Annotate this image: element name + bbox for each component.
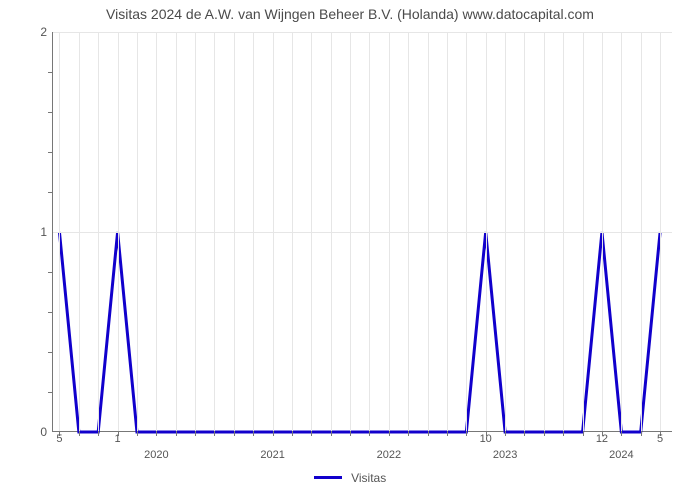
chart-title: Visitas 2024 de A.W. van Wijngen Beheer … bbox=[0, 6, 700, 22]
grid-line-v bbox=[486, 32, 487, 431]
grid-line-v bbox=[389, 32, 390, 431]
point-value-label: 1 bbox=[115, 431, 121, 445]
series-line bbox=[59, 232, 660, 432]
grid-line-h bbox=[53, 232, 672, 233]
xtick-mark bbox=[447, 431, 448, 436]
legend-swatch bbox=[314, 476, 342, 479]
grid-line-v bbox=[59, 32, 60, 431]
legend-label: Visitas bbox=[351, 471, 386, 485]
grid-line-v bbox=[137, 32, 138, 431]
grid-line-v bbox=[156, 32, 157, 431]
grid-line-v bbox=[98, 32, 99, 431]
grid-line-v bbox=[544, 32, 545, 431]
ytick-minor bbox=[48, 152, 53, 153]
xtick-mark bbox=[156, 431, 157, 436]
grid-line-v bbox=[214, 32, 215, 431]
y-tick-label: 0 bbox=[40, 425, 53, 439]
grid-line-v bbox=[273, 32, 274, 431]
ytick-minor bbox=[48, 192, 53, 193]
grid-line-v bbox=[428, 32, 429, 431]
xtick-mark bbox=[466, 431, 467, 436]
grid-line-v bbox=[505, 32, 506, 431]
y-tick-label: 1 bbox=[40, 225, 53, 239]
grid-line-v bbox=[408, 32, 409, 431]
grid-line-v bbox=[583, 32, 584, 431]
xtick-mark bbox=[350, 431, 351, 436]
grid-line-v bbox=[524, 32, 525, 431]
grid-line-v bbox=[660, 32, 661, 431]
xtick-mark bbox=[408, 431, 409, 436]
y-tick-label: 2 bbox=[40, 25, 53, 39]
grid-line-v bbox=[369, 32, 370, 431]
grid-line-v bbox=[292, 32, 293, 431]
grid-line-v bbox=[234, 32, 235, 431]
xtick-mark bbox=[563, 431, 564, 436]
grid-line-v bbox=[176, 32, 177, 431]
grid-line-v bbox=[195, 32, 196, 431]
grid-line-v bbox=[79, 32, 80, 431]
xtick-mark bbox=[98, 431, 99, 436]
xtick-mark bbox=[583, 431, 584, 436]
xtick-mark bbox=[253, 431, 254, 436]
grid-line-v bbox=[350, 32, 351, 431]
xtick-mark bbox=[389, 431, 390, 436]
xtick-mark bbox=[331, 431, 332, 436]
ytick-minor bbox=[48, 272, 53, 273]
grid-line-v bbox=[311, 32, 312, 431]
xtick-mark bbox=[544, 431, 545, 436]
legend: Visitas bbox=[0, 470, 700, 485]
point-value-label: 5 bbox=[657, 431, 663, 445]
point-value-label: 5 bbox=[56, 431, 62, 445]
xtick-mark bbox=[505, 431, 506, 436]
grid-line-v bbox=[331, 32, 332, 431]
grid-line-v bbox=[466, 32, 467, 431]
plot-area: 012202020212022202320245110125 bbox=[52, 32, 672, 432]
xtick-mark bbox=[428, 431, 429, 436]
xtick-mark bbox=[234, 431, 235, 436]
grid-line-v bbox=[253, 32, 254, 431]
ytick-minor bbox=[48, 112, 53, 113]
xtick-mark bbox=[214, 431, 215, 436]
xtick-mark bbox=[292, 431, 293, 436]
grid-line-v bbox=[602, 32, 603, 431]
grid-line-v bbox=[641, 32, 642, 431]
ytick-minor bbox=[48, 392, 53, 393]
ytick-minor bbox=[48, 312, 53, 313]
point-value-label: 10 bbox=[480, 431, 492, 445]
grid-line-v bbox=[118, 32, 119, 431]
grid-line-h bbox=[53, 32, 672, 33]
xtick-mark bbox=[273, 431, 274, 436]
chart-container: Visitas 2024 de A.W. van Wijngen Beheer … bbox=[0, 0, 700, 500]
grid-line-v bbox=[447, 32, 448, 431]
xtick-mark bbox=[621, 431, 622, 436]
xtick-mark bbox=[79, 431, 80, 436]
ytick-minor bbox=[48, 352, 53, 353]
xtick-mark bbox=[137, 431, 138, 436]
ytick-minor bbox=[48, 72, 53, 73]
point-value-label: 12 bbox=[596, 431, 608, 445]
xtick-mark bbox=[369, 431, 370, 436]
xtick-mark bbox=[524, 431, 525, 436]
xtick-mark bbox=[195, 431, 196, 436]
grid-line-v bbox=[563, 32, 564, 431]
xtick-mark bbox=[311, 431, 312, 436]
grid-line-v bbox=[621, 32, 622, 431]
xtick-mark bbox=[176, 431, 177, 436]
xtick-mark bbox=[641, 431, 642, 436]
